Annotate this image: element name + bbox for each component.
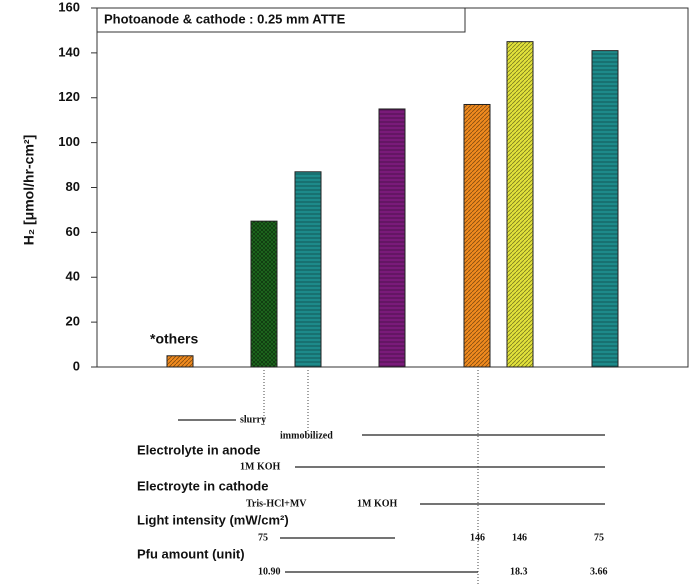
table-label: 1M KOH — [240, 461, 280, 472]
y-tick-label: 120 — [58, 89, 80, 104]
table-lines — [178, 419, 605, 573]
y-tick-label: 140 — [58, 44, 80, 59]
table-heading: Pfu amount (unit) — [137, 546, 245, 561]
y-tick-label: 60 — [66, 224, 80, 239]
bar — [506, 41, 534, 368]
guide-lines — [263, 370, 479, 585]
y-tick-label: 80 — [66, 179, 80, 194]
table-label: 75 — [258, 532, 268, 543]
table-label: immobilized — [280, 430, 333, 441]
y-tick-label: 40 — [66, 269, 80, 284]
table-heading: Light intensity (mW/cm²) — [137, 512, 289, 527]
bar — [591, 50, 619, 368]
y-axis-label: H₂ [μmol/hr-cm²] — [21, 135, 37, 245]
bar — [378, 108, 406, 368]
table-heading: Electroyte in cathode — [137, 478, 268, 493]
table-heading: Electrolyte in anode — [137, 442, 261, 457]
table-label: 1M KOH — [357, 498, 397, 509]
bar — [463, 103, 491, 368]
y-tick-label: 160 — [58, 0, 80, 14]
chart-title: Photoanode & cathode : 0.25 mm ATTE — [104, 11, 346, 26]
table-label: 75 — [594, 532, 604, 543]
table-label: 3.66 — [590, 566, 608, 577]
bar — [166, 355, 194, 368]
annotation: *others — [150, 331, 198, 347]
y-tick-label: 0 — [73, 358, 80, 373]
table-label: 146 — [470, 532, 485, 543]
bar — [250, 220, 278, 368]
table-label: Tris-HCl+MV — [246, 498, 307, 509]
table-label: 18.3 — [510, 566, 528, 577]
y-tick-label: 100 — [58, 134, 80, 149]
table-label: 10.90 — [258, 566, 281, 577]
bar — [294, 171, 322, 368]
table-label: 146 — [512, 532, 527, 543]
table-label: slurry — [240, 414, 266, 425]
title-box — [96, 7, 466, 33]
y-tick-label: 20 — [66, 314, 80, 329]
